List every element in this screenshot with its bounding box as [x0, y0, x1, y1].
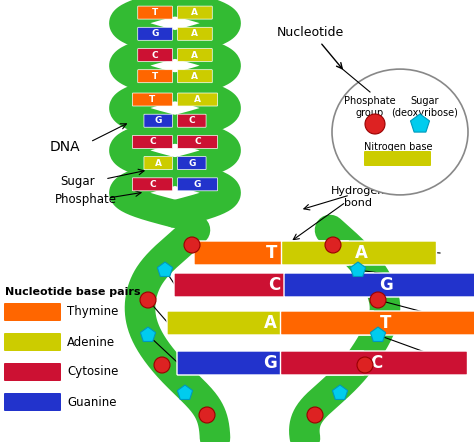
FancyBboxPatch shape [177, 135, 218, 149]
Text: G: G [188, 159, 195, 168]
FancyBboxPatch shape [132, 178, 173, 191]
FancyBboxPatch shape [281, 311, 474, 335]
Text: G: G [379, 276, 393, 294]
FancyBboxPatch shape [138, 49, 173, 61]
Circle shape [325, 237, 341, 253]
Polygon shape [410, 114, 429, 132]
FancyBboxPatch shape [138, 27, 173, 40]
Text: A: A [191, 50, 199, 60]
FancyBboxPatch shape [177, 114, 206, 127]
Text: Sugar: Sugar [60, 175, 95, 188]
Text: Phosphate
group: Phosphate group [344, 96, 396, 118]
Text: A: A [191, 72, 199, 81]
Text: C: C [194, 137, 201, 146]
Circle shape [307, 407, 323, 423]
Text: DNA: DNA [50, 140, 81, 154]
Text: T: T [266, 244, 277, 262]
Text: T: T [152, 72, 158, 81]
FancyBboxPatch shape [4, 363, 61, 381]
Text: C: C [149, 137, 156, 146]
Polygon shape [177, 385, 192, 400]
Polygon shape [370, 327, 386, 342]
Text: C: C [189, 116, 195, 125]
Text: C: C [149, 180, 156, 189]
Ellipse shape [332, 69, 468, 195]
Text: Guanine: Guanine [67, 396, 117, 408]
Text: C: C [268, 276, 280, 294]
FancyBboxPatch shape [4, 303, 61, 321]
FancyBboxPatch shape [282, 241, 437, 265]
FancyBboxPatch shape [177, 178, 218, 191]
FancyBboxPatch shape [177, 70, 212, 83]
Text: C: C [152, 50, 158, 60]
Polygon shape [140, 327, 155, 342]
Text: A: A [191, 29, 199, 38]
FancyBboxPatch shape [167, 311, 374, 335]
FancyBboxPatch shape [177, 49, 212, 61]
Circle shape [370, 292, 386, 308]
Text: A: A [355, 244, 367, 262]
Polygon shape [157, 262, 173, 277]
FancyBboxPatch shape [138, 6, 173, 19]
Text: Cytosine: Cytosine [67, 366, 118, 378]
Text: A: A [191, 8, 199, 17]
Polygon shape [350, 262, 365, 277]
Text: A: A [194, 95, 201, 104]
FancyBboxPatch shape [177, 351, 364, 375]
Text: Sugar
(deoxyribose): Sugar (deoxyribose) [392, 96, 458, 118]
Text: Nucleotide: Nucleotide [276, 26, 344, 38]
Text: A: A [155, 159, 162, 168]
Circle shape [140, 292, 156, 308]
FancyBboxPatch shape [4, 393, 61, 411]
Text: G: G [264, 354, 277, 372]
Text: Nucleotide base pairs: Nucleotide base pairs [5, 287, 140, 297]
Text: Phosphate: Phosphate [55, 194, 117, 206]
FancyBboxPatch shape [281, 351, 467, 375]
Circle shape [154, 357, 170, 373]
FancyBboxPatch shape [177, 27, 212, 40]
Text: G: G [151, 29, 159, 38]
Text: Nitrogen base: Nitrogen base [364, 142, 432, 152]
Text: T: T [152, 8, 158, 17]
Circle shape [365, 114, 385, 134]
Polygon shape [332, 385, 347, 400]
FancyBboxPatch shape [132, 135, 173, 149]
FancyBboxPatch shape [284, 273, 474, 297]
FancyBboxPatch shape [194, 241, 349, 265]
FancyBboxPatch shape [174, 273, 374, 297]
FancyBboxPatch shape [364, 151, 431, 166]
FancyBboxPatch shape [132, 93, 173, 106]
FancyBboxPatch shape [138, 70, 173, 83]
FancyBboxPatch shape [144, 156, 173, 170]
Text: Thymine: Thymine [67, 305, 118, 319]
Text: T: T [149, 95, 155, 104]
Circle shape [184, 237, 200, 253]
FancyBboxPatch shape [4, 333, 61, 351]
FancyBboxPatch shape [144, 114, 173, 127]
Text: A: A [264, 314, 277, 332]
Text: G: G [155, 116, 162, 125]
FancyBboxPatch shape [177, 156, 206, 170]
FancyBboxPatch shape [177, 93, 218, 106]
Circle shape [357, 357, 373, 373]
Text: Adenine: Adenine [67, 335, 115, 348]
Text: Hydrogen
bond: Hydrogen bond [331, 186, 385, 208]
Circle shape [199, 407, 215, 423]
Text: C: C [370, 354, 382, 372]
Text: G: G [194, 180, 201, 189]
FancyBboxPatch shape [177, 6, 212, 19]
Text: T: T [380, 314, 392, 332]
